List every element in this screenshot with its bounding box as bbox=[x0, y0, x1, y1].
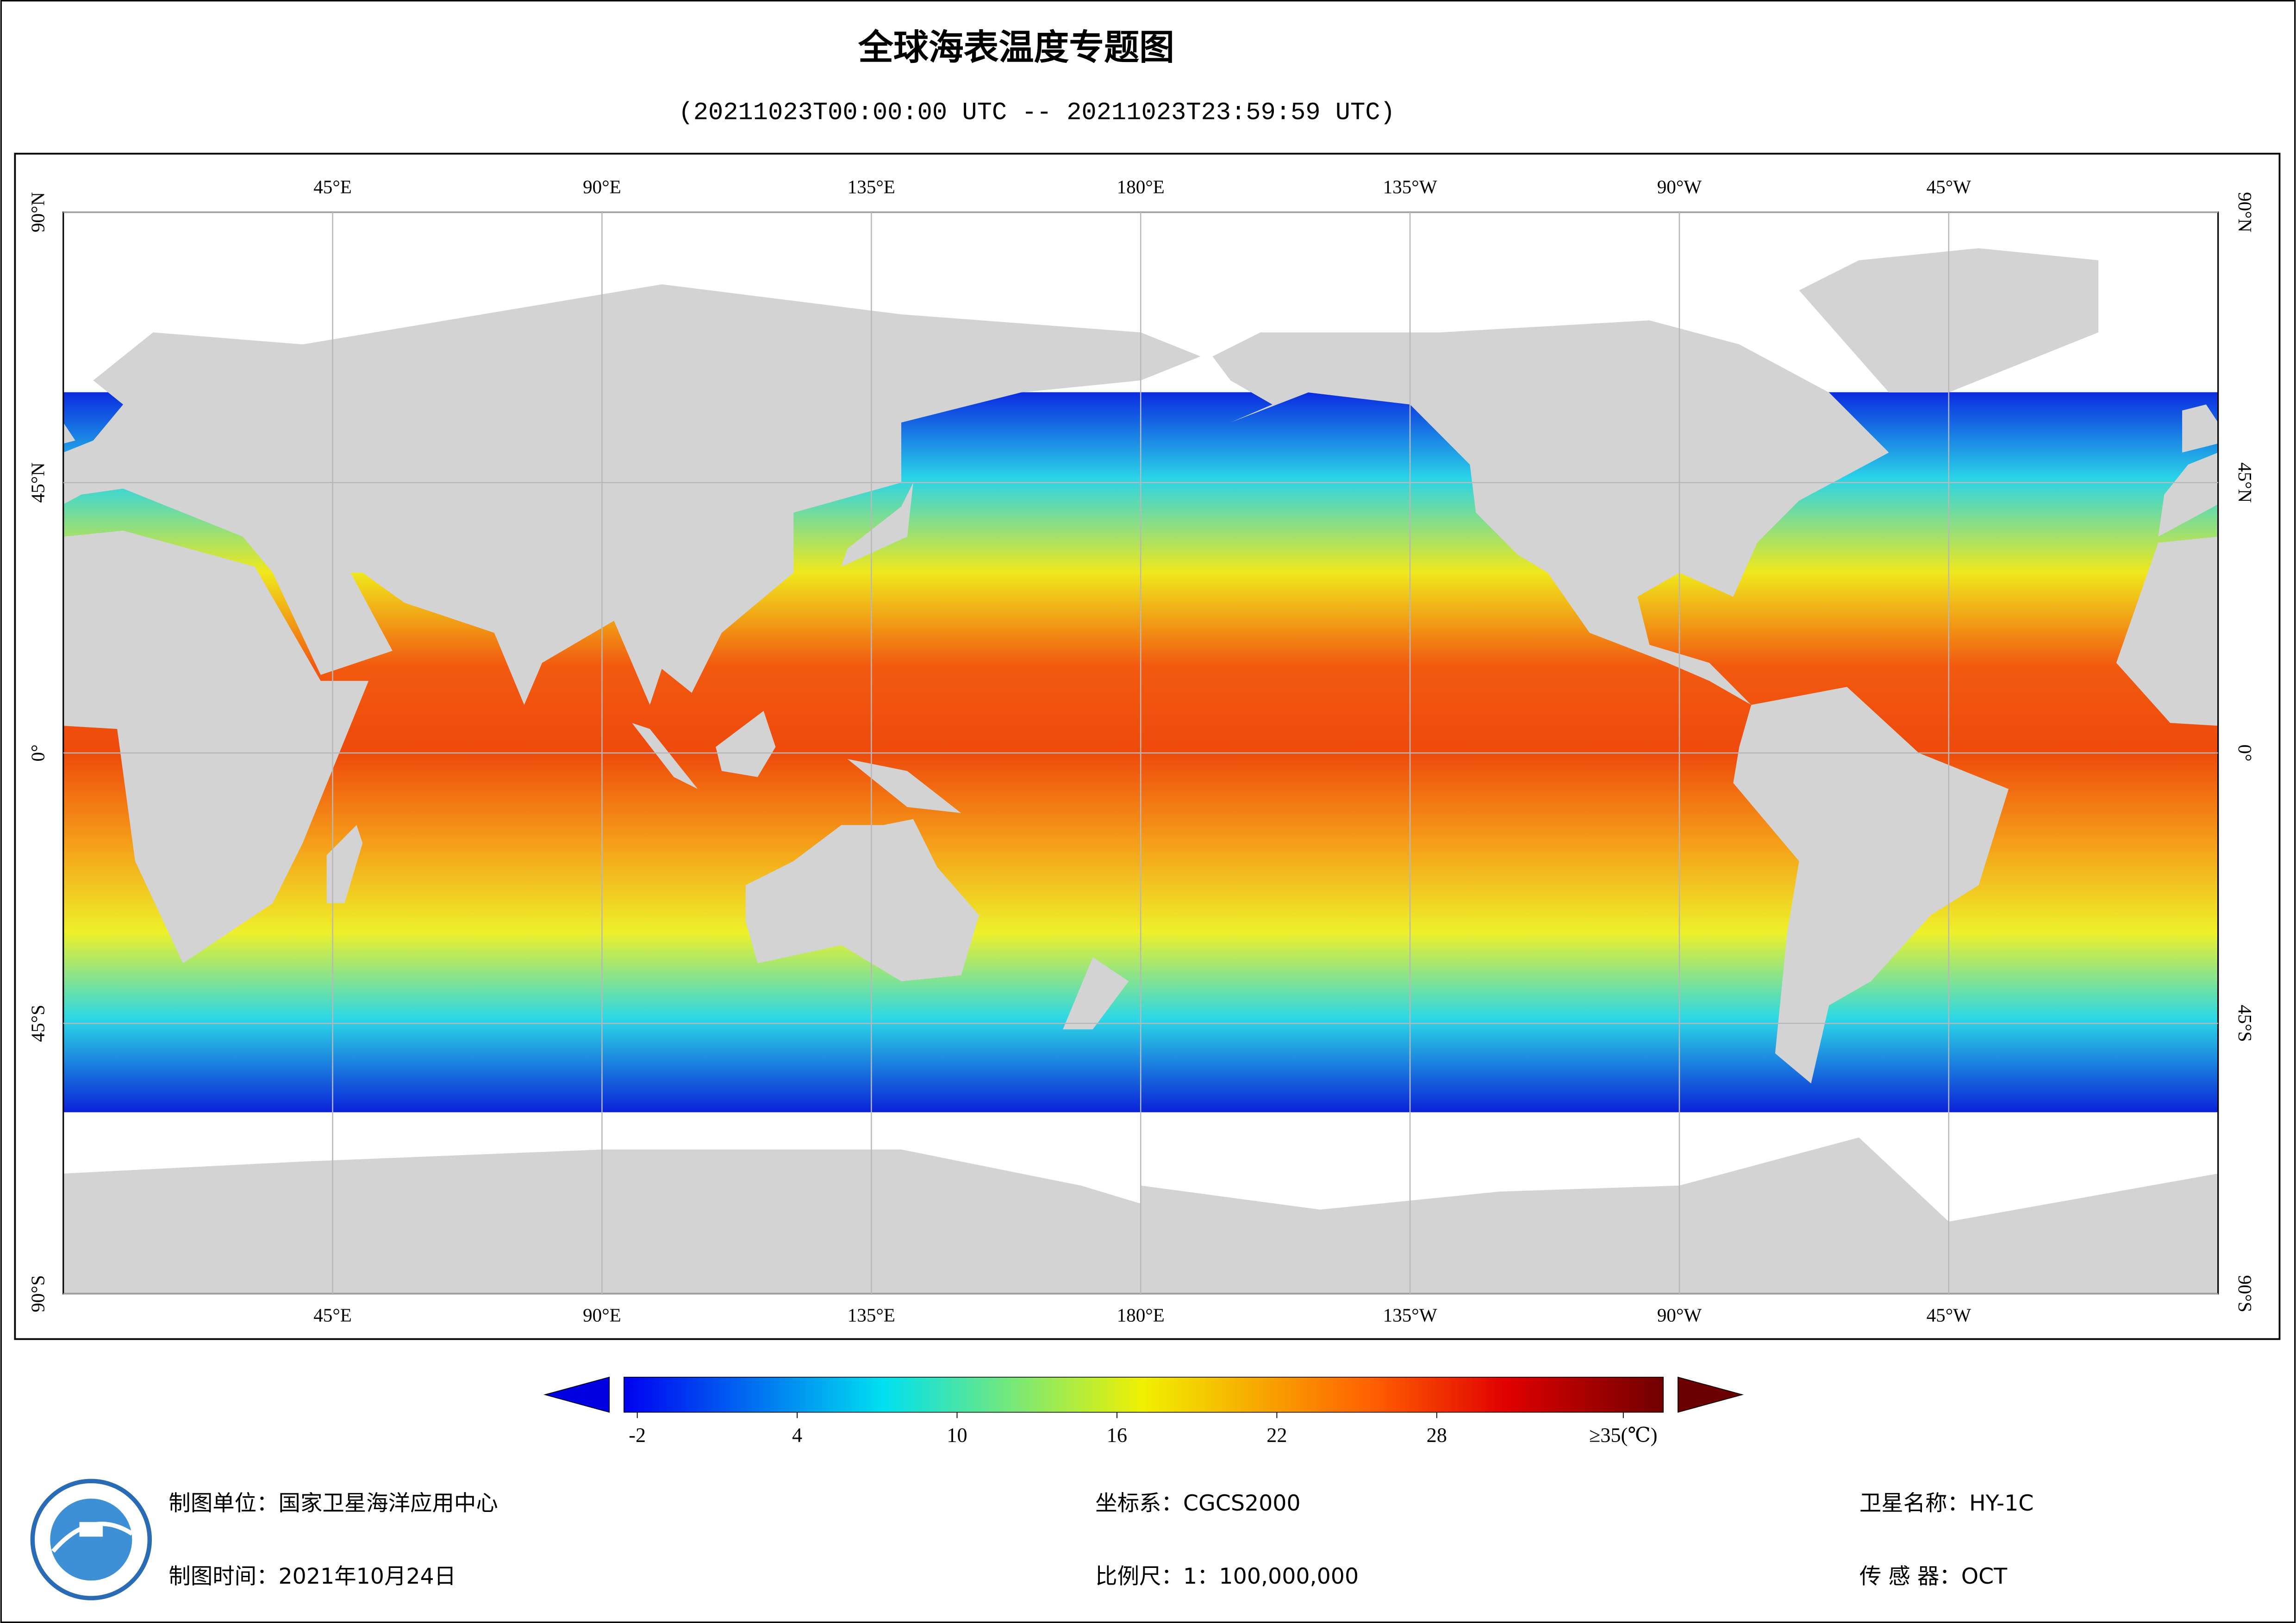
colorbar-label: 10 bbox=[947, 1424, 967, 1447]
colorbar-label: 22 bbox=[1267, 1424, 1287, 1447]
lat-label: 90°N bbox=[27, 192, 49, 232]
land bbox=[63, 530, 369, 964]
lat-label: 45°S bbox=[27, 1005, 49, 1042]
land bbox=[1733, 687, 2009, 1084]
land bbox=[745, 819, 980, 982]
land bbox=[326, 825, 363, 903]
colorbar-label: 28 bbox=[1427, 1424, 1447, 1447]
land bbox=[63, 422, 75, 444]
footer-sensor: 传 感 器：OCT bbox=[1859, 1564, 2008, 1589]
lat-label: 90°N bbox=[2234, 192, 2256, 232]
lon-label: 45°W bbox=[1927, 1305, 1972, 1326]
colorbar-label: 4 bbox=[792, 1424, 802, 1447]
lat-label: 45°S bbox=[2234, 1005, 2256, 1042]
map-frame bbox=[14, 153, 2281, 1340]
lon-label: 90°E bbox=[583, 1305, 621, 1326]
footer-date: 制图时间：2021年10月24日 bbox=[168, 1564, 456, 1589]
lon-label: 135°E bbox=[848, 1305, 895, 1326]
land bbox=[2182, 404, 2218, 453]
subtitle: (20211023T00:00:00 UTC -- 20211023T23:59… bbox=[679, 99, 1395, 127]
lon-label: 90°W bbox=[1657, 176, 1702, 197]
lon-label: 45°W bbox=[1927, 176, 1972, 197]
lon-label: 135°W bbox=[1383, 176, 1437, 197]
lon-label: 90°W bbox=[1657, 1305, 1702, 1326]
logo bbox=[30, 1479, 152, 1600]
land bbox=[847, 759, 961, 813]
land bbox=[841, 482, 913, 567]
colorbar-label: -2 bbox=[629, 1424, 646, 1447]
lon-label: 45°E bbox=[313, 176, 352, 197]
land bbox=[2158, 452, 2218, 537]
footer-scale: 比例尺：1：100,000,000 bbox=[1095, 1564, 1359, 1589]
land bbox=[63, 284, 1201, 705]
lon-label: 135°E bbox=[848, 176, 895, 197]
lon-label: 45°E bbox=[313, 1305, 352, 1326]
lon-label: 180°E bbox=[1117, 176, 1165, 197]
land bbox=[1212, 320, 1889, 705]
land bbox=[2116, 536, 2218, 726]
lat-label: 90°S bbox=[2234, 1275, 2256, 1312]
colorbar-high-arrow bbox=[1677, 1376, 1744, 1413]
footer-crs: 坐标系：CGCS2000 bbox=[1095, 1491, 1300, 1516]
lat-label: 45°N bbox=[2234, 462, 2256, 503]
colorbar-label: 16 bbox=[1107, 1424, 1127, 1447]
title: 全球海表温度专题图 bbox=[858, 27, 1174, 68]
lon-label: 180°E bbox=[1117, 1305, 1165, 1326]
colorbar-label: ≥35(℃) bbox=[1589, 1424, 1658, 1447]
lon-label: 135°W bbox=[1383, 1305, 1437, 1326]
footer-unit: 制图单位：国家卫星海洋应用中心 bbox=[168, 1491, 498, 1516]
land bbox=[1063, 957, 1129, 1030]
lat-label: 0° bbox=[27, 745, 49, 762]
lat-label: 90°S bbox=[27, 1275, 49, 1312]
colorbar bbox=[624, 1376, 1664, 1413]
lon-label: 90°E bbox=[583, 176, 621, 197]
lat-label: 45°N bbox=[27, 462, 49, 503]
land bbox=[632, 723, 698, 789]
land bbox=[716, 711, 776, 777]
lat-label: 0° bbox=[2234, 745, 2256, 762]
colorbar-low-arrow bbox=[543, 1376, 610, 1413]
footer-satellite: 卫星名称：HY-1C bbox=[1859, 1491, 2034, 1516]
